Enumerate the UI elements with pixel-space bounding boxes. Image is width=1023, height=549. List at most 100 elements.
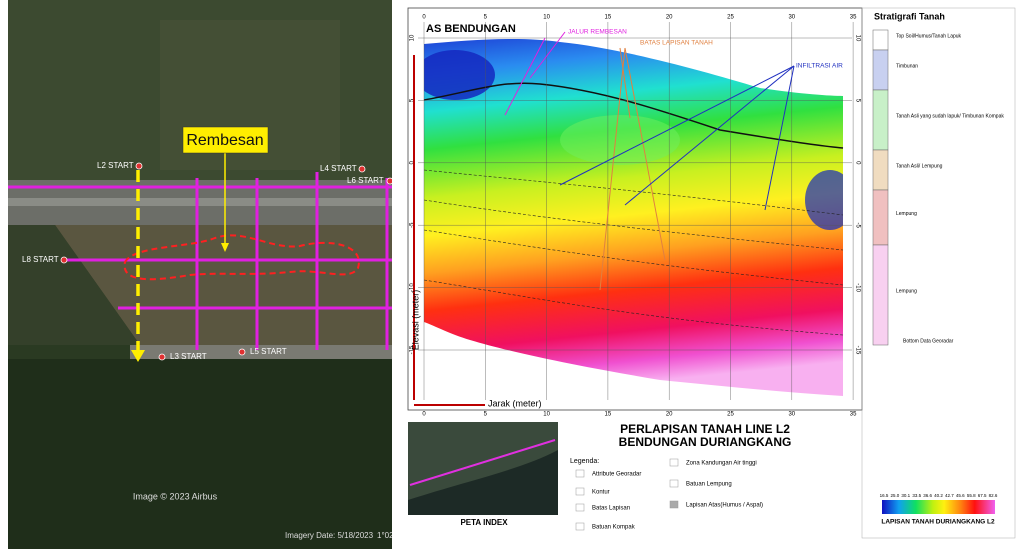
seepage-outline	[123, 234, 360, 281]
x-tick-label: 35	[850, 15, 857, 21]
legend-symbol	[669, 458, 679, 467]
y-tick-label: -5	[410, 222, 416, 228]
legend-symbol	[669, 500, 679, 509]
legend-label: Kontur	[592, 490, 610, 496]
index-map-title: PETA INDEX	[460, 518, 508, 527]
legend-symbol	[575, 487, 585, 496]
x-tick-label: 15	[605, 412, 612, 418]
x-tick-label: 10	[543, 412, 550, 418]
strat-layer	[872, 244, 889, 346]
scale-label: 25.0	[891, 493, 900, 498]
y-tick-label: -10	[854, 283, 860, 292]
y-axis-label: Elevasi (meter)	[410, 290, 420, 351]
legend-symbol	[669, 479, 679, 488]
legend-symbol	[575, 503, 585, 512]
x-tick-label: 35	[850, 412, 857, 418]
radar-section	[424, 38, 843, 396]
x-tick-label: 15	[605, 15, 612, 21]
coordinate: 1°02'	[377, 531, 396, 540]
section-annotation: INFILTRASI AIR	[796, 63, 843, 70]
x-tick-label: 25	[727, 15, 734, 21]
y-tick-label: 5	[854, 99, 860, 103]
annotation-arrow	[599, 47, 626, 291]
annotation-arrow	[504, 37, 546, 116]
y-tick-label: -15	[410, 345, 416, 354]
annotation-arrowhead	[221, 243, 229, 252]
annotation-arrow	[764, 65, 795, 211]
section-annotation: JALUR REMBESAN	[568, 29, 627, 36]
line-label: L3 START	[170, 352, 207, 361]
y-tick-label: 10	[410, 34, 416, 41]
map-subtitle: BENDUNGAN DURIANGKANG	[619, 435, 792, 449]
scale-label: 55.8	[967, 493, 976, 498]
start-marker	[135, 162, 143, 170]
x-tick-label: 0	[422, 15, 426, 21]
strat-bottom: Bottom Data Georadar	[903, 338, 954, 344]
start-marker	[158, 353, 166, 361]
scale-label: 36.6	[923, 493, 932, 498]
scale-label: 45.6	[956, 493, 965, 498]
legend-label: Batas Lapisan	[592, 506, 630, 512]
strat-bottom-frame	[861, 7, 1016, 539]
index-map-land	[408, 422, 558, 500]
annotation-box	[182, 126, 269, 154]
x-tick-label: 10	[543, 15, 550, 21]
strat-layer	[872, 29, 889, 51]
color-scale-title: LAPISAN TANAH DURIANGKANG L2	[881, 519, 995, 526]
legend-symbol	[575, 522, 585, 531]
line-label: L4 START	[320, 164, 357, 173]
legend-label: Lapisan Atas(Humus / Aspal)	[686, 503, 763, 509]
legend-label: Zona Kandungan Air tinggi	[686, 461, 757, 467]
annotation-arrow	[529, 31, 566, 79]
scale-label: 67.5	[978, 493, 987, 498]
legend-label: Attribute Georadar	[592, 472, 641, 478]
scale-label: 16.5	[880, 493, 889, 498]
strat-layer	[872, 149, 889, 191]
image-credit: Image © 2023 Airbus	[133, 491, 218, 501]
y-tick-label: -5	[854, 223, 860, 229]
annotation: Rembesan	[186, 132, 263, 149]
start-marker	[238, 348, 246, 356]
strat-label: Top Soil/Humus/Tanah Lapuk	[896, 33, 962, 39]
section-annotation: BATAS LAPISAN TANAH	[640, 40, 713, 47]
scale-label: 42.7	[945, 493, 954, 498]
annotation-arrow	[624, 65, 795, 206]
color-scale-bar	[882, 500, 995, 514]
strat-layer	[872, 189, 889, 246]
x-tick-label: 0	[422, 412, 426, 418]
strat-label: Tanah Asli/ Lempung	[896, 163, 943, 169]
scale-label: 82.6	[989, 493, 998, 498]
y-tick-label: 0	[854, 161, 860, 165]
line-label: L5 START	[250, 347, 287, 356]
y-tick-label: 10	[854, 35, 860, 42]
y-tick-label: -15	[854, 346, 860, 355]
scale-label: 40.2	[934, 493, 943, 498]
layer-boundary	[423, 82, 844, 149]
start-marker	[358, 165, 366, 173]
line-label: L2 START	[97, 161, 134, 170]
x-tick-label: 30	[788, 15, 795, 21]
strat-label: Tanah Asli yang sudah lapuk/ Timbunan Ko…	[896, 113, 1004, 119]
strat-label: Lempung	[896, 288, 917, 294]
y-tick-label: 5	[410, 98, 416, 102]
x-tick-label: 25	[727, 412, 734, 418]
x-tick-label: 5	[484, 15, 488, 21]
strat-label: Lempung	[896, 211, 917, 217]
strat-layer	[872, 89, 889, 151]
annotation-arrow	[559, 65, 795, 186]
start-marker	[60, 256, 68, 264]
line-label: L6 START	[347, 176, 384, 185]
legend-title: Legenda:	[570, 458, 599, 465]
scale-label: 30.1	[901, 493, 910, 498]
legend-symbol	[575, 469, 585, 478]
x-tick-label: 20	[666, 15, 673, 21]
legend-label: Batuan Kompak	[592, 525, 636, 531]
strat-title: Stratigrafi Tanah	[874, 11, 945, 21]
scale-label: 33.5	[912, 493, 921, 498]
x-axis-label: Jarak (meter)	[488, 398, 542, 408]
section-title: AS BENDUNGAN	[426, 23, 516, 35]
x-tick-label: 20	[666, 412, 673, 418]
survey-lines	[8, 172, 392, 350]
annotation-arrow	[619, 47, 631, 119]
